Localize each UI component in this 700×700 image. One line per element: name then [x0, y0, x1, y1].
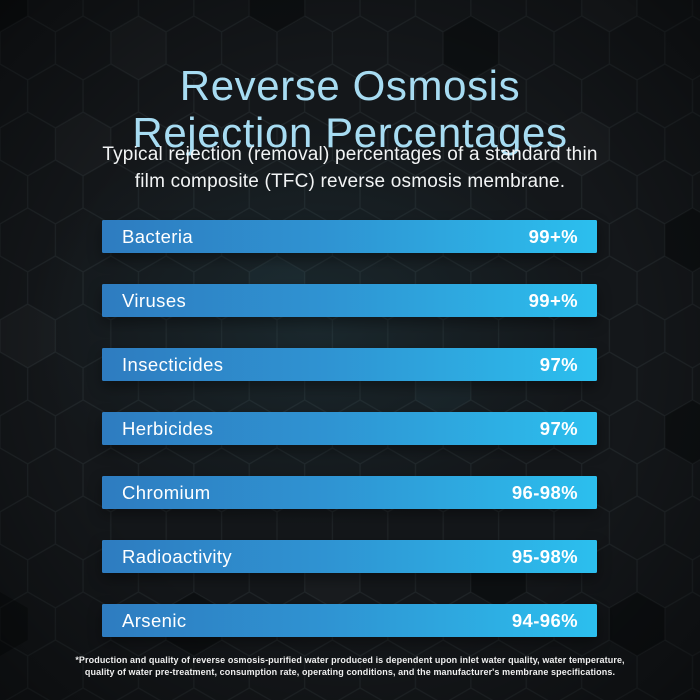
bar-label: Insecticides	[122, 353, 224, 375]
bar-label: Bacteria	[122, 225, 194, 247]
bar-label: Chromium	[122, 481, 211, 503]
bar-value: 99+%	[528, 225, 578, 247]
bar-value: 97%	[539, 417, 578, 439]
bar-label: Arsenic	[122, 609, 187, 631]
bar-value: 99+%	[528, 289, 578, 311]
bar-value: 96-98%	[511, 481, 578, 503]
bar-row-radioactivity: Radioactivity 95-98%	[102, 540, 597, 573]
page-title: Reverse Osmosis Rejection Percentages	[0, 62, 700, 156]
footnote: *Production and quality of reverse osmos…	[75, 655, 625, 677]
subtitle: Typical rejection (removal) percentages …	[102, 144, 598, 192]
bar-label: Viruses	[122, 289, 187, 311]
bar-value: 97%	[539, 353, 578, 375]
bar-value: 95-98%	[511, 545, 578, 567]
bar-row-viruses: Viruses 99+%	[102, 284, 597, 317]
bar-row-insecticides: Insecticides 97%	[102, 348, 597, 381]
bar-label: Herbicides	[122, 417, 214, 439]
bar-row-bacteria: Bacteria 99+%	[102, 220, 597, 253]
bar-label: Radioactivity	[122, 545, 233, 567]
bar-row-herbicides: Herbicides 97%	[102, 412, 597, 445]
bar-chart: Bacteria 99+% Viruses 99+% Insecticides …	[102, 220, 597, 668]
page-title-line2: Rejection Percentages	[132, 109, 568, 157]
bar-row-arsenic: Arsenic 94-96%	[102, 604, 597, 637]
bar-row-chromium: Chromium 96-98%	[102, 476, 597, 509]
bar-value: 94-96%	[511, 609, 578, 631]
page-title-line1: Reverse Osmosis	[179, 62, 521, 110]
